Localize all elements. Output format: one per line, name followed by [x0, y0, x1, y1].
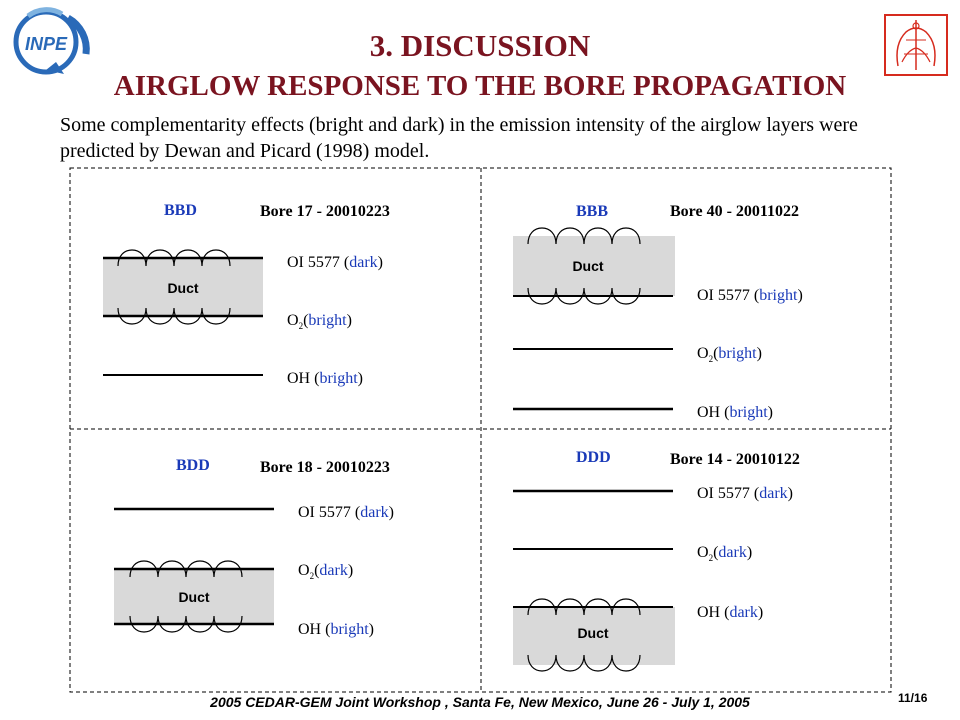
layer-label-oh: OH (bright)	[697, 404, 773, 421]
layer-label-oi5577: OI 5577 (bright)	[697, 287, 803, 304]
layer-label-o2: O2(dark)	[298, 562, 354, 582]
panel-bbd	[103, 249, 263, 376]
layer-label-oh: OH (bright)	[287, 370, 363, 387]
layer-label-oh: OH (bright)	[298, 621, 374, 638]
inpe-logo: INPE	[13, 7, 90, 75]
duct-box	[513, 236, 675, 296]
layer-label-o2: O2(bright)	[287, 312, 352, 332]
wave	[527, 654, 641, 672]
panel-ddd	[513, 489, 675, 672]
panel-bdd	[114, 507, 274, 633]
panel-code: BDD	[176, 457, 210, 474]
emblem-logo	[884, 14, 948, 76]
page-title: 3. DISCUSSION	[369, 28, 591, 63]
panel-code: DDD	[576, 449, 611, 466]
wave	[117, 307, 231, 325]
layer-label-o2: O2(dark)	[697, 544, 753, 564]
panel-bbb	[513, 227, 675, 411]
duct-box	[114, 569, 274, 624]
intro-text: Some complementarity effects (bright and…	[60, 114, 858, 162]
footer-text: 2005 CEDAR-GEM Joint Workshop , Santa Fe…	[210, 694, 750, 710]
page-subtitle: AIRGLOW RESPONSE TO THE BORE PROPAGATION	[113, 70, 847, 102]
wave	[527, 287, 641, 305]
layer-label-oh: OH (dark)	[697, 604, 764, 621]
layer-label-oi5577: OI 5577 (dark)	[287, 254, 383, 271]
bore-label: Bore 18 - 20010223	[260, 459, 390, 476]
layer-label-o2: O2(bright)	[697, 345, 762, 365]
wave	[527, 598, 641, 616]
page-number: 11/16	[898, 691, 928, 705]
wave	[129, 615, 243, 633]
wave	[117, 249, 231, 267]
panel-code: BBD	[164, 202, 197, 219]
duct-box	[513, 607, 675, 665]
logo-text: INPE	[25, 34, 68, 54]
wave	[527, 227, 641, 245]
wave	[129, 560, 243, 578]
bore-label: Bore 17 - 20010223	[260, 203, 390, 220]
bore-label: Bore 14 - 20010122	[670, 451, 800, 468]
duct-label: Duct	[577, 625, 609, 641]
panel-code: BBB	[576, 203, 609, 220]
duct-label: Duct	[178, 589, 210, 605]
layer-label-oi5577: OI 5577 (dark)	[697, 485, 793, 502]
layer-label-oi5577: OI 5577 (dark)	[298, 504, 394, 521]
duct-box	[103, 258, 263, 316]
bore-label: Bore 40 - 20011022	[670, 203, 800, 220]
duct-label: Duct	[572, 258, 604, 274]
duct-label: Duct	[167, 280, 199, 296]
